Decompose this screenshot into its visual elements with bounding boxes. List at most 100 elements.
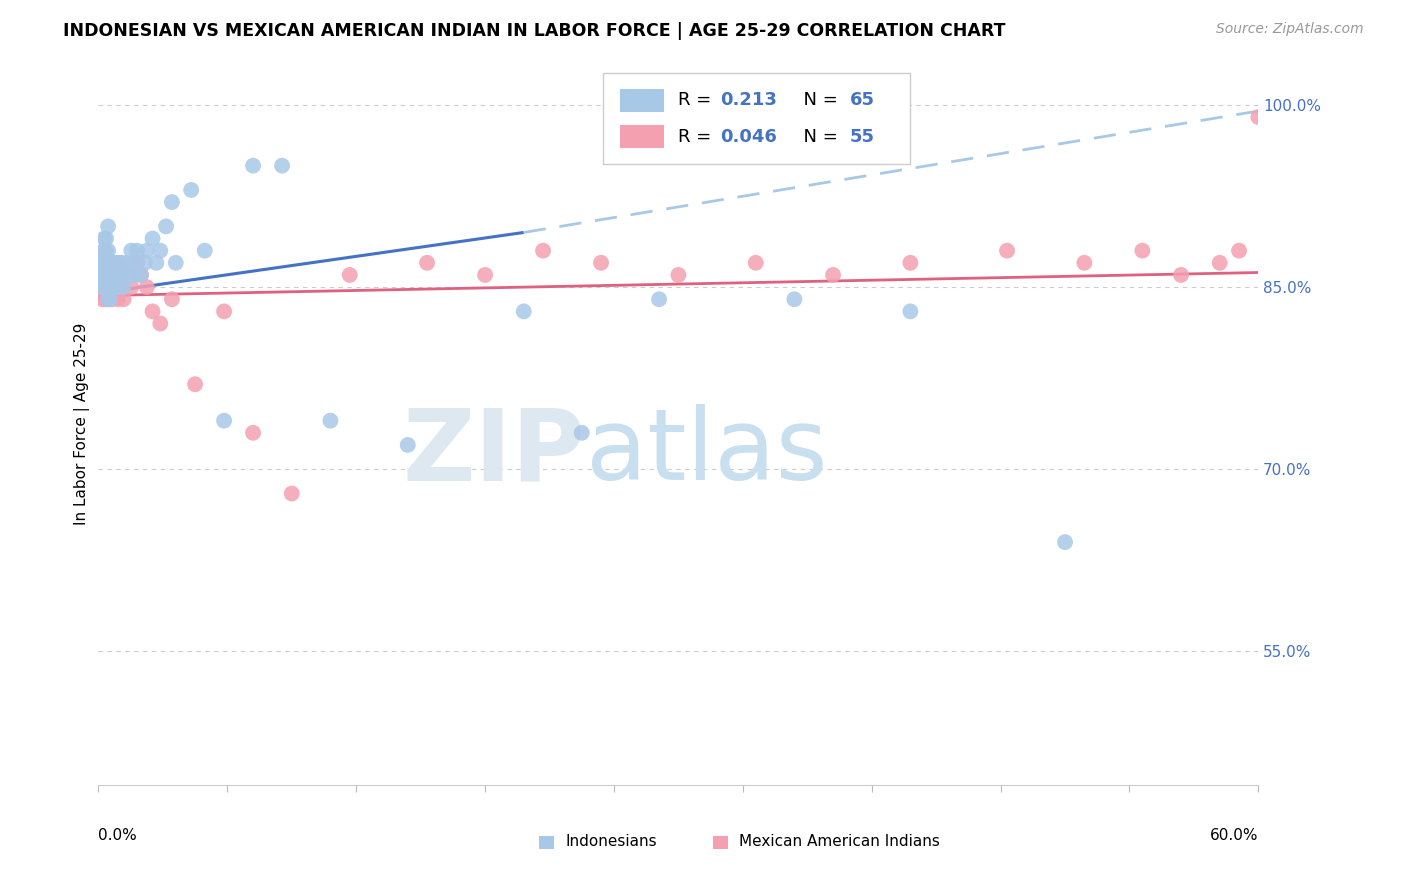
Point [531,244,554,258]
Point [745,256,768,270]
Point [145,256,167,270]
Point [93,280,115,294]
Point [107,280,129,294]
Point [104,280,127,294]
Point [104,268,127,282]
Point [118,268,141,282]
Point [821,268,844,282]
Point [108,256,131,270]
Point [281,486,304,500]
Point [98,280,121,294]
Point [149,244,172,258]
Point [160,195,183,210]
Point [124,256,146,270]
Text: 55: 55 [851,128,875,145]
Point [474,268,496,282]
Point [1054,535,1077,549]
Point [194,244,217,258]
Point [103,280,125,294]
Point [1209,256,1232,270]
Text: Indonesians: Indonesians [565,834,657,849]
Point [141,231,165,245]
Point [93,256,115,270]
Point [1247,110,1270,124]
Text: R =: R = [678,128,717,145]
Point [242,159,264,173]
Point [1132,244,1154,258]
Point [155,219,177,234]
Point [91,256,114,270]
Point [648,292,671,306]
Point [1170,268,1192,282]
FancyBboxPatch shape [540,837,554,849]
Text: Source: ZipAtlas.com: Source: ZipAtlas.com [1216,22,1364,37]
Point [96,256,118,270]
Point [111,268,132,282]
Point [103,256,125,270]
Text: ZIP: ZIP [402,404,585,501]
Point [96,280,118,294]
Point [212,304,235,318]
Point [242,425,264,440]
Point [93,244,115,258]
Point [98,256,121,270]
FancyBboxPatch shape [620,125,665,148]
Point [103,268,125,282]
Point [103,256,125,270]
FancyBboxPatch shape [603,73,911,163]
Point [212,414,235,428]
Point [165,256,187,270]
Point [108,268,131,282]
Point [91,268,114,282]
Text: N =: N = [792,128,844,145]
Point [900,304,922,318]
Point [127,256,149,270]
Point [98,280,121,294]
Point [97,280,120,294]
Point [91,268,114,282]
Point [122,268,145,282]
FancyBboxPatch shape [713,837,728,849]
Point [271,159,294,173]
Point [160,292,183,306]
Text: N =: N = [792,91,844,109]
Point [101,256,124,270]
Point [97,219,120,234]
Point [98,268,121,282]
Point [117,256,139,270]
Point [97,256,120,270]
Point [184,377,207,392]
Text: Mexican American Indians: Mexican American Indians [740,834,941,849]
Point [93,231,115,245]
Point [107,268,129,282]
Point [93,256,115,270]
Point [134,256,156,270]
Text: 0.046: 0.046 [720,128,778,145]
Point [396,438,419,452]
Text: 0.213: 0.213 [720,91,778,109]
Point [141,304,165,318]
Point [120,280,142,294]
Point [97,268,120,282]
Y-axis label: In Labor Force | Age 25-29: In Labor Force | Age 25-29 [75,323,90,524]
Point [98,256,121,270]
Point [97,280,120,294]
Point [89,280,111,294]
Point [127,244,149,258]
Point [149,317,172,331]
Point [96,280,118,294]
Point [96,292,118,306]
Point [135,280,157,294]
Text: INDONESIAN VS MEXICAN AMERICAN INDIAN IN LABOR FORCE | AGE 25-29 CORRELATION CHA: INDONESIAN VS MEXICAN AMERICAN INDIAN IN… [63,22,1005,40]
Point [112,292,135,306]
Point [1073,256,1095,270]
Point [666,268,689,282]
Point [571,425,593,440]
Point [319,414,342,428]
Point [93,280,115,294]
Point [93,244,115,258]
FancyBboxPatch shape [620,88,665,112]
Text: 60.0%: 60.0% [1211,829,1258,843]
Point [129,268,152,282]
Point [103,280,125,294]
